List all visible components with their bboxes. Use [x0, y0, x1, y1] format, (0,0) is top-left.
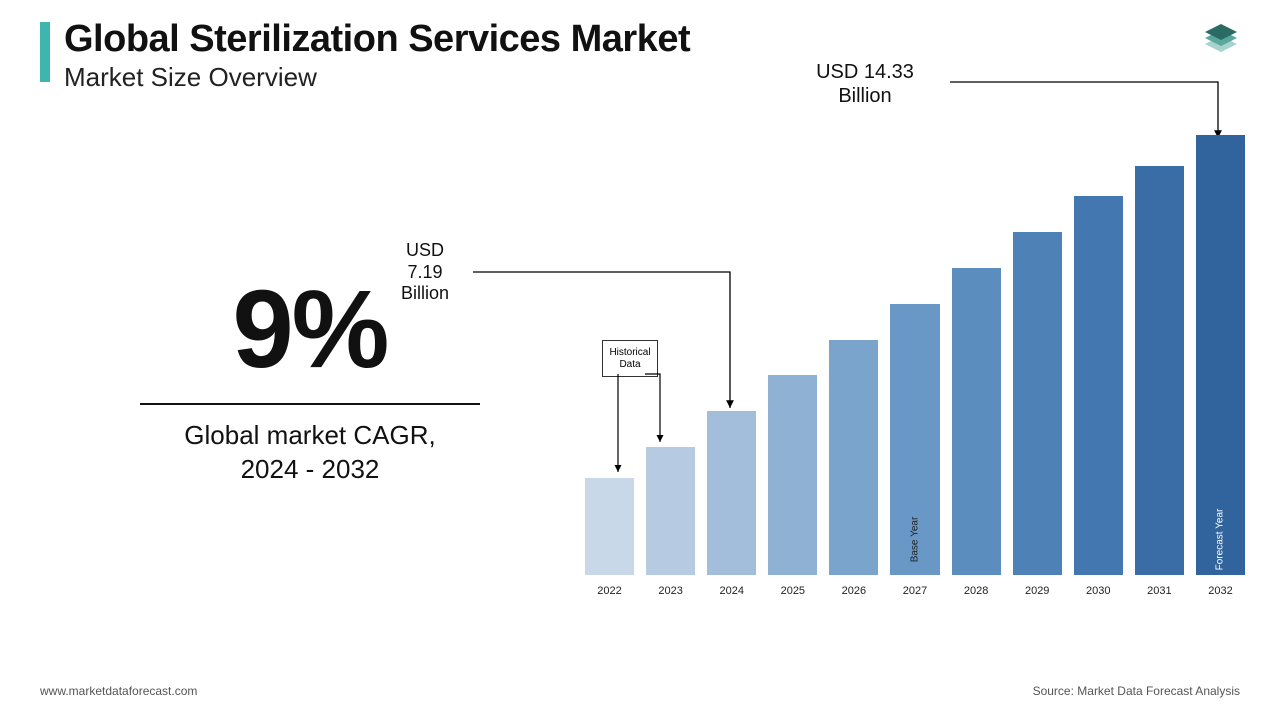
bar-col [1013, 232, 1062, 575]
x-axis-label: 2025 [768, 585, 817, 597]
page: Global Sterilization Services Market Mar… [0, 0, 1280, 720]
x-axis-labels: 2022 2023 2024 2025 2026 2027 2028 2029 2030 2031… [585, 585, 1245, 597]
stat-divider [140, 403, 480, 405]
bar [1074, 196, 1123, 575]
bar-col [585, 478, 634, 575]
bar-col [829, 340, 878, 575]
bar-col [646, 447, 695, 575]
bar-col [768, 375, 817, 575]
page-title: Global Sterilization Services Market [64, 18, 690, 61]
x-axis-label: 2030 [1074, 585, 1123, 597]
page-subtitle: Market Size Overview [64, 62, 317, 93]
bar-inner-label: Forecast Year [1215, 509, 1226, 571]
bar-col [1135, 166, 1184, 575]
x-axis-label: 2028 [952, 585, 1001, 597]
bar: Base Year [890, 304, 939, 575]
bar-col: Forecast Year [1196, 135, 1245, 575]
x-axis-label: 2031 [1135, 585, 1184, 597]
start-value-annotation: USD 7.19 Billion [380, 240, 470, 305]
bar-col [707, 411, 756, 575]
bars-area: Base Year Forecast Year [585, 135, 1245, 575]
bar [585, 478, 634, 575]
bar-col: Base Year [890, 304, 939, 575]
x-axis-label: 2029 [1013, 585, 1062, 597]
start-value-line2: 7.19 [407, 262, 442, 282]
bar-inner-label: Base Year [910, 517, 921, 563]
x-axis-label: 2023 [646, 585, 695, 597]
bar [707, 411, 756, 575]
bar-col [952, 268, 1001, 575]
start-value-line1: USD [406, 240, 444, 260]
cagr-label-line2: 2024 - 2032 [241, 454, 380, 484]
title-accent-bar [40, 22, 50, 82]
x-axis-label: 2022 [585, 585, 634, 597]
bar [1135, 166, 1184, 575]
x-axis-label: 2027 [890, 585, 939, 597]
x-axis-label: 2032 [1196, 585, 1245, 597]
bar-col [1074, 196, 1123, 575]
cagr-label: Global market CAGR, 2024 - 2032 [130, 419, 490, 487]
cagr-stat-block: 9% Global market CAGR, 2024 - 2032 [130, 275, 490, 487]
footer-source: Source: Market Data Forecast Analysis [1033, 684, 1240, 698]
start-value-line3: Billion [401, 283, 449, 303]
bar [952, 268, 1001, 575]
brand-logo-icon [1198, 20, 1244, 66]
footer-website: www.marketdataforecast.com [40, 684, 197, 698]
x-axis-label: 2026 [829, 585, 878, 597]
bar [829, 340, 878, 575]
bar [768, 375, 817, 575]
x-axis-label: 2024 [707, 585, 756, 597]
market-size-bar-chart: Base YearForecast Year 20222023202420252… [585, 95, 1245, 615]
cagr-label-line1: Global market CAGR, [184, 420, 435, 450]
bar [646, 447, 695, 575]
end-value-line1: USD 14.33 [816, 61, 914, 83]
bar: Forecast Year [1196, 135, 1245, 575]
bar [1013, 232, 1062, 575]
